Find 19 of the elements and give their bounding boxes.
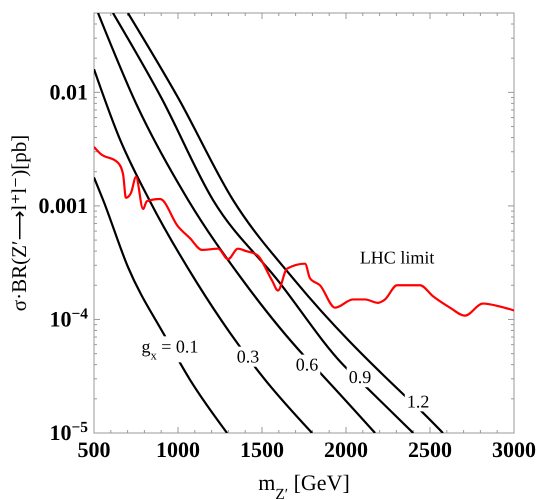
series-label: LHC limit [360, 247, 434, 268]
x-tick-label: 1000 [156, 437, 200, 462]
annotation: g$_{x}$ = 0.1 [141, 336, 198, 362]
x-tick-label: 2500 [408, 437, 452, 462]
annotation: 0.3 [236, 346, 260, 367]
x-tick-label: 3000 [492, 437, 536, 462]
y-tick-label: 0.001 [38, 192, 88, 218]
x-tick-label: 1500 [240, 437, 284, 462]
line-series [94, 146, 514, 317]
annotation: 1.2 [406, 391, 430, 412]
annotation: 0.6 [296, 354, 318, 375]
x-axis-title: m$_{Z′}$ [GeV] [258, 470, 350, 500]
y-tick-label: 0.01 [50, 79, 88, 104]
x-tick-label: 2000 [324, 437, 368, 462]
y-axis-title: σ·BR(Z′⟶l⁺l⁻)[pb] [7, 134, 31, 312]
x-tick-label: 500 [78, 437, 110, 462]
y-tick-label: 10$^{−4}$ [50, 304, 88, 332]
annotation: 0.9 [348, 367, 372, 388]
line-series [94, 176, 228, 433]
